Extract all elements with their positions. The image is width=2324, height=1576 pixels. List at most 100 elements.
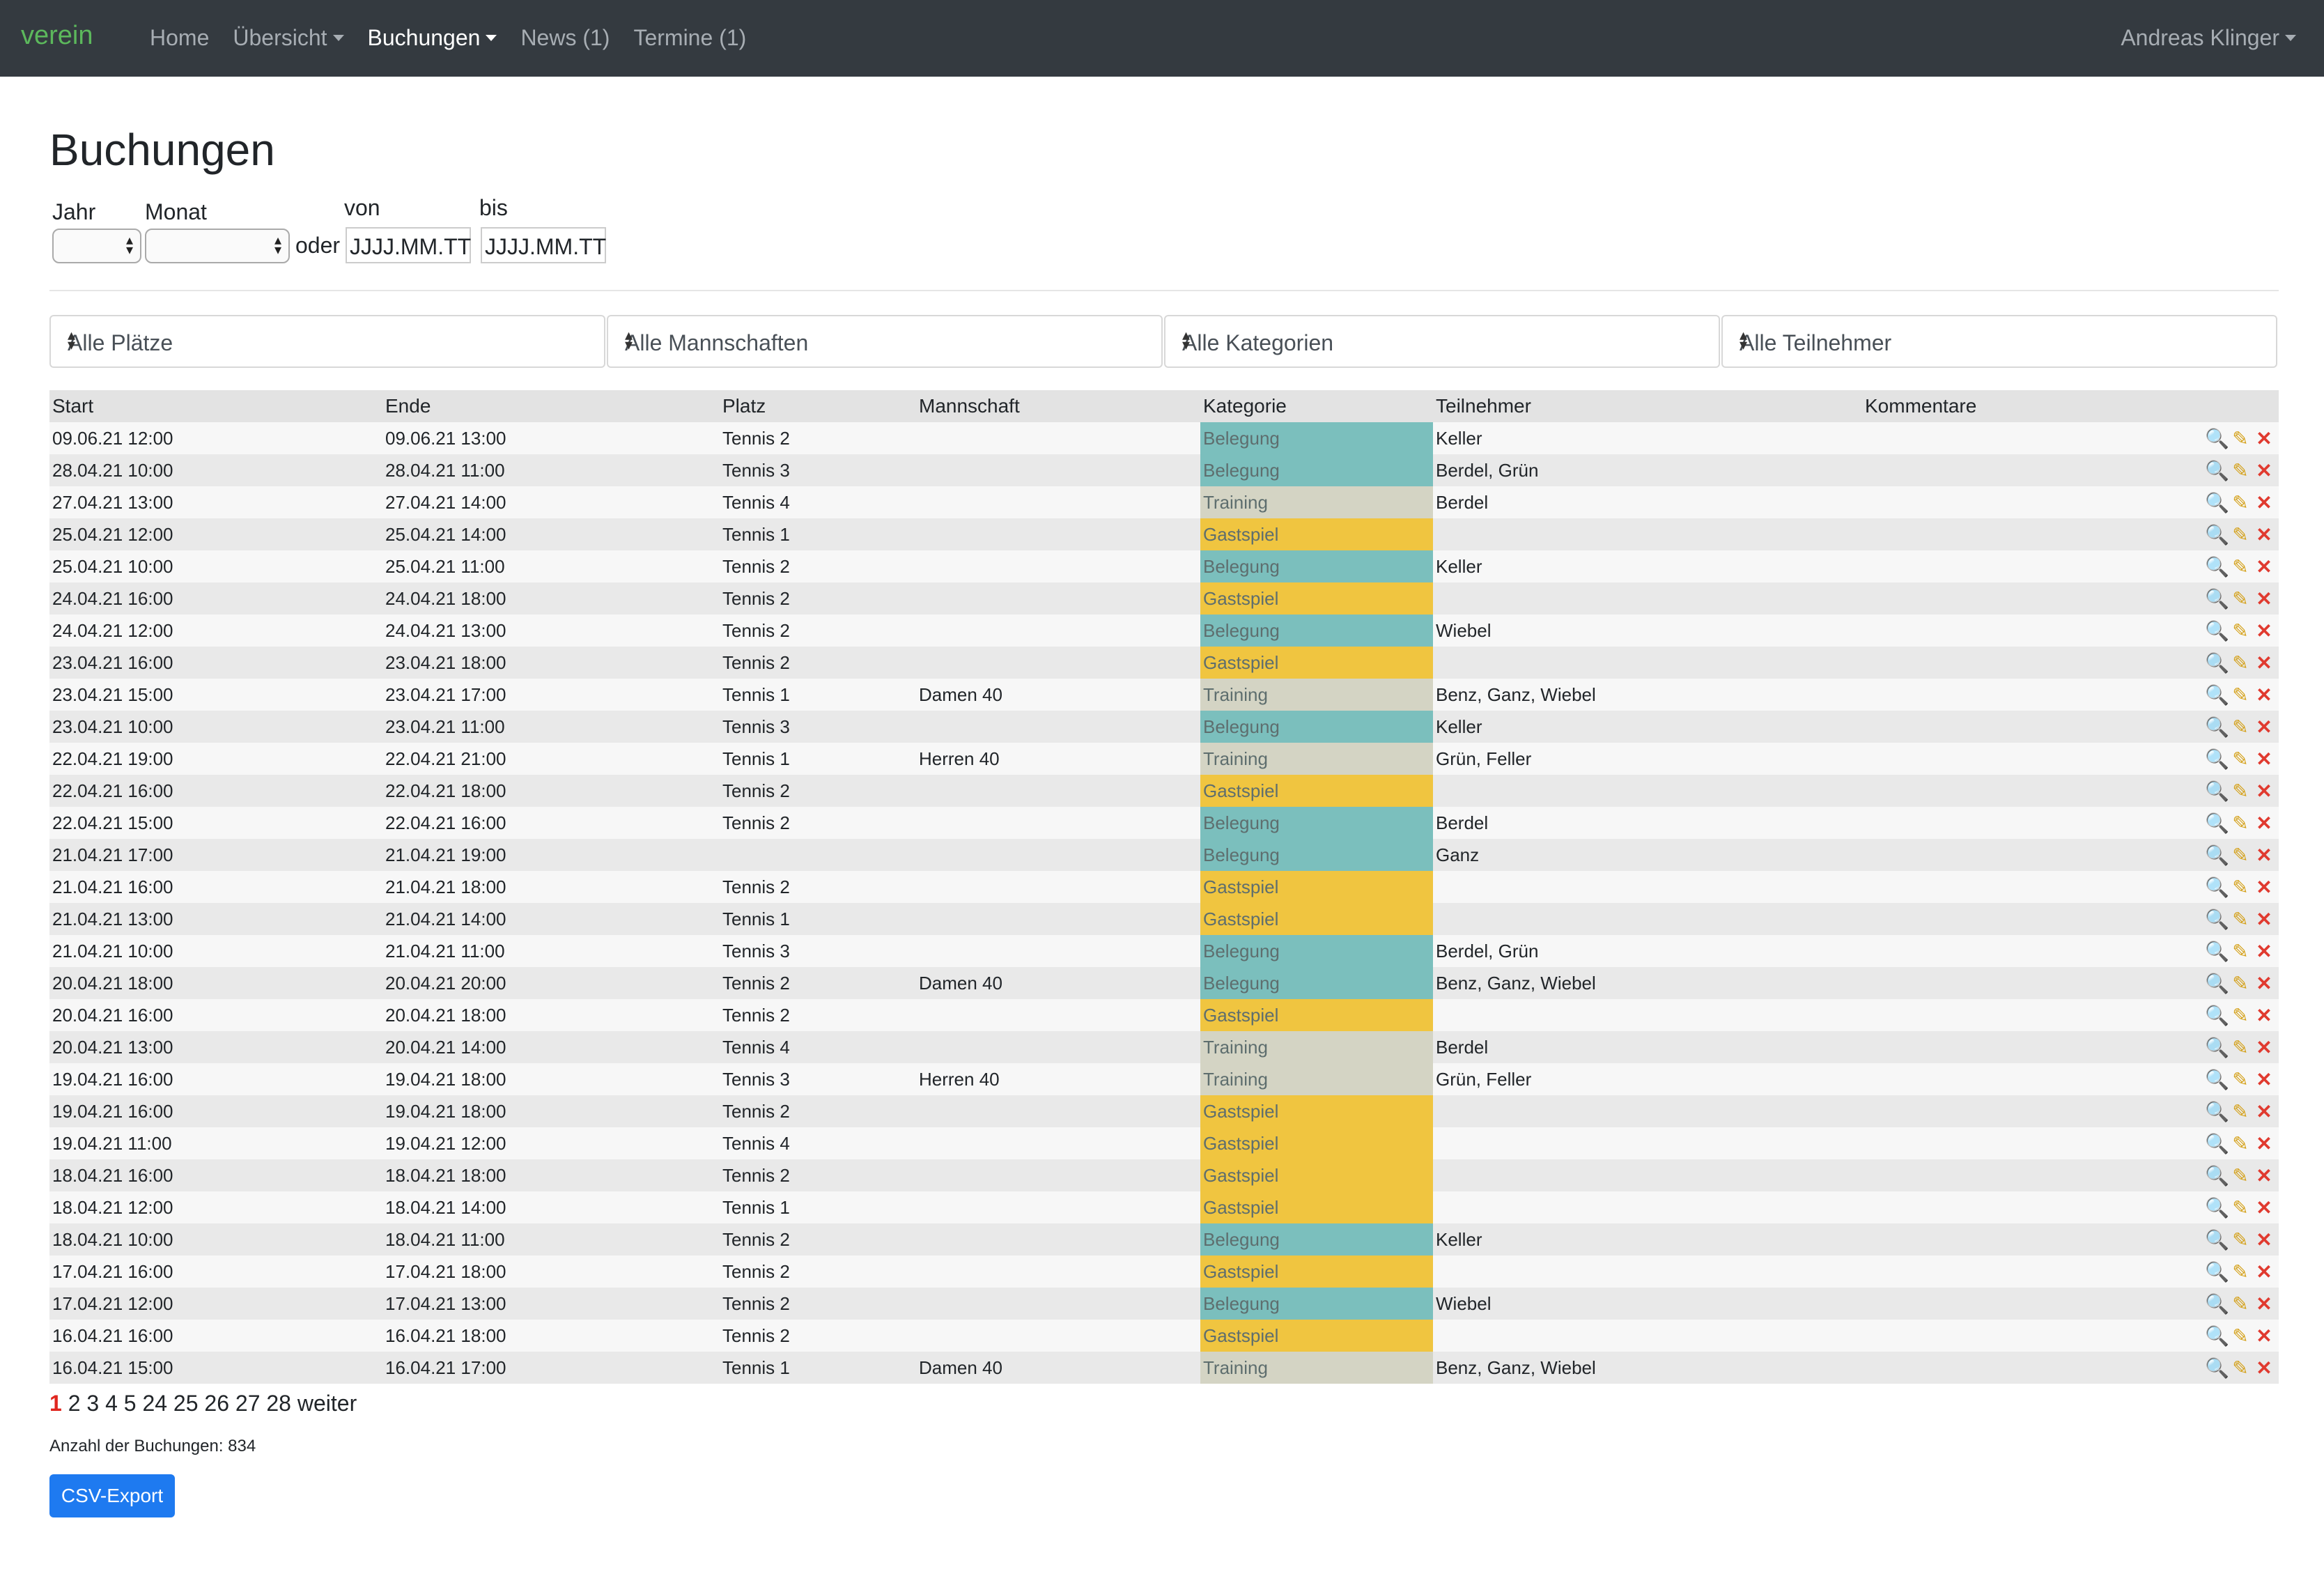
page-link[interactable]: 28 [266,1391,291,1416]
page-link[interactable]: 24 [142,1391,168,1416]
delete-icon[interactable]: ✕ [2256,587,2272,610]
magnifier-icon[interactable]: 🔍 [2205,780,2229,802]
magnifier-icon[interactable]: 🔍 [2205,619,2229,642]
magnifier-icon[interactable]: 🔍 [2205,876,2229,898]
page-link[interactable]: 2 [68,1391,81,1416]
delete-icon[interactable]: ✕ [2256,427,2272,449]
magnifier-icon[interactable]: 🔍 [2205,940,2229,962]
pencil-icon[interactable]: ✎ [2232,683,2249,706]
pencil-icon[interactable]: ✎ [2232,1292,2249,1315]
magnifier-icon[interactable]: 🔍 [2205,1260,2229,1283]
delete-icon[interactable]: ✕ [2256,1292,2272,1315]
pencil-icon[interactable]: ✎ [2232,587,2249,610]
nav-item-news[interactable]: News (1) [520,25,610,50]
page-link[interactable]: 4 [105,1391,118,1416]
delete-icon[interactable]: ✕ [2256,491,2272,513]
magnifier-icon[interactable]: 🔍 [2205,1164,2229,1187]
page-link[interactable]: 5 [123,1391,137,1416]
delete-icon[interactable]: ✕ [2256,651,2272,674]
magnifier-icon[interactable]: 🔍 [2205,1196,2229,1219]
von-date-input[interactable]: JJJJ.MM.TT [346,227,471,263]
pencil-icon[interactable]: ✎ [2232,748,2249,770]
magnifier-icon[interactable]: 🔍 [2205,1036,2229,1058]
pencil-icon[interactable]: ✎ [2232,876,2249,898]
header-kommentare[interactable]: Kommentare [1862,390,2148,422]
magnifier-icon[interactable]: 🔍 [2205,908,2229,930]
header-start[interactable]: Start [49,390,382,422]
pencil-icon[interactable]: ✎ [2232,1132,2249,1154]
pencil-icon[interactable]: ✎ [2232,812,2249,834]
magnifier-icon[interactable]: 🔍 [2205,1324,2229,1347]
pencil-icon[interactable]: ✎ [2232,1164,2249,1187]
delete-icon[interactable]: ✕ [2256,555,2272,578]
header-teilnehmer[interactable]: Teilnehmer [1433,390,1862,422]
magnifier-icon[interactable]: 🔍 [2205,1132,2229,1154]
delete-icon[interactable]: ✕ [2256,1132,2272,1154]
delete-icon[interactable]: ✕ [2256,1324,2272,1347]
magnifier-icon[interactable]: 🔍 [2205,683,2229,706]
pencil-icon[interactable]: ✎ [2232,1036,2249,1058]
magnifier-icon[interactable]: 🔍 [2205,812,2229,834]
pencil-icon[interactable]: ✎ [2232,844,2249,866]
delete-icon[interactable]: ✕ [2256,940,2272,962]
pencil-icon[interactable]: ✎ [2232,1100,2249,1122]
delete-icon[interactable]: ✕ [2256,1260,2272,1283]
nav-item-uebersicht[interactable]: Übersicht [233,25,343,51]
pencil-icon[interactable]: ✎ [2232,491,2249,513]
delete-icon[interactable]: ✕ [2256,1004,2272,1026]
magnifier-icon[interactable]: 🔍 [2205,555,2229,578]
csv-export-button[interactable]: CSV-Export [49,1474,175,1517]
delete-icon[interactable]: ✕ [2256,1228,2272,1251]
jahr-select[interactable]: ▴ ▾ [52,229,141,263]
magnifier-icon[interactable]: 🔍 [2205,1292,2229,1315]
delete-icon[interactable]: ✕ [2256,523,2272,546]
header-kategorie[interactable]: Kategorie [1200,390,1433,422]
pencil-icon[interactable]: ✎ [2232,619,2249,642]
pencil-icon[interactable]: ✎ [2232,427,2249,449]
page-link[interactable]: 25 [173,1391,199,1416]
delete-icon[interactable]: ✕ [2256,1196,2272,1219]
delete-icon[interactable]: ✕ [2256,908,2272,930]
delete-icon[interactable]: ✕ [2256,972,2272,994]
nav-item-buchungen[interactable]: Buchungen [368,25,497,51]
page-link[interactable]: 26 [204,1391,229,1416]
pencil-icon[interactable]: ✎ [2232,940,2249,962]
kategorie-filter-select[interactable]: Alle Kategorien ▴ ▾ [1164,315,1720,368]
page-link[interactable]: 3 [86,1391,100,1416]
magnifier-icon[interactable]: 🔍 [2205,1100,2229,1122]
magnifier-icon[interactable]: 🔍 [2205,1357,2229,1379]
delete-icon[interactable]: ✕ [2256,1357,2272,1379]
magnifier-icon[interactable]: 🔍 [2205,844,2229,866]
delete-icon[interactable]: ✕ [2256,748,2272,770]
pencil-icon[interactable]: ✎ [2232,1068,2249,1090]
pencil-icon[interactable]: ✎ [2232,1324,2249,1347]
delete-icon[interactable]: ✕ [2256,1036,2272,1058]
brand-logo[interactable]: verein [21,21,93,50]
pencil-icon[interactable]: ✎ [2232,1004,2249,1026]
magnifier-icon[interactable]: 🔍 [2205,491,2229,513]
magnifier-icon[interactable]: 🔍 [2205,587,2229,610]
mannschaft-filter-select[interactable]: Alle Mannschaften ▴ ▾ [607,315,1163,368]
delete-icon[interactable]: ✕ [2256,1164,2272,1187]
magnifier-icon[interactable]: 🔍 [2205,523,2229,546]
magnifier-icon[interactable]: 🔍 [2205,1228,2229,1251]
delete-icon[interactable]: ✕ [2256,780,2272,802]
pencil-icon[interactable]: ✎ [2232,1196,2249,1219]
header-platz[interactable]: Platz [720,390,916,422]
page-link[interactable]: 27 [235,1391,261,1416]
monat-select[interactable]: ▴ ▾ [145,229,290,263]
magnifier-icon[interactable]: 🔍 [2205,1068,2229,1090]
pencil-icon[interactable]: ✎ [2232,780,2249,802]
pencil-icon[interactable]: ✎ [2232,555,2249,578]
magnifier-icon[interactable]: 🔍 [2205,716,2229,738]
bis-date-input[interactable]: JJJJ.MM.TT [481,227,606,263]
delete-icon[interactable]: ✕ [2256,619,2272,642]
platz-filter-select[interactable]: Alle Plätze ▴ ▾ [49,315,605,368]
pencil-icon[interactable]: ✎ [2232,523,2249,546]
delete-icon[interactable]: ✕ [2256,1068,2272,1090]
delete-icon[interactable]: ✕ [2256,844,2272,866]
nav-item-home[interactable]: Home [150,25,210,50]
delete-icon[interactable]: ✕ [2256,716,2272,738]
delete-icon[interactable]: ✕ [2256,1100,2272,1122]
magnifier-icon[interactable]: 🔍 [2205,748,2229,770]
